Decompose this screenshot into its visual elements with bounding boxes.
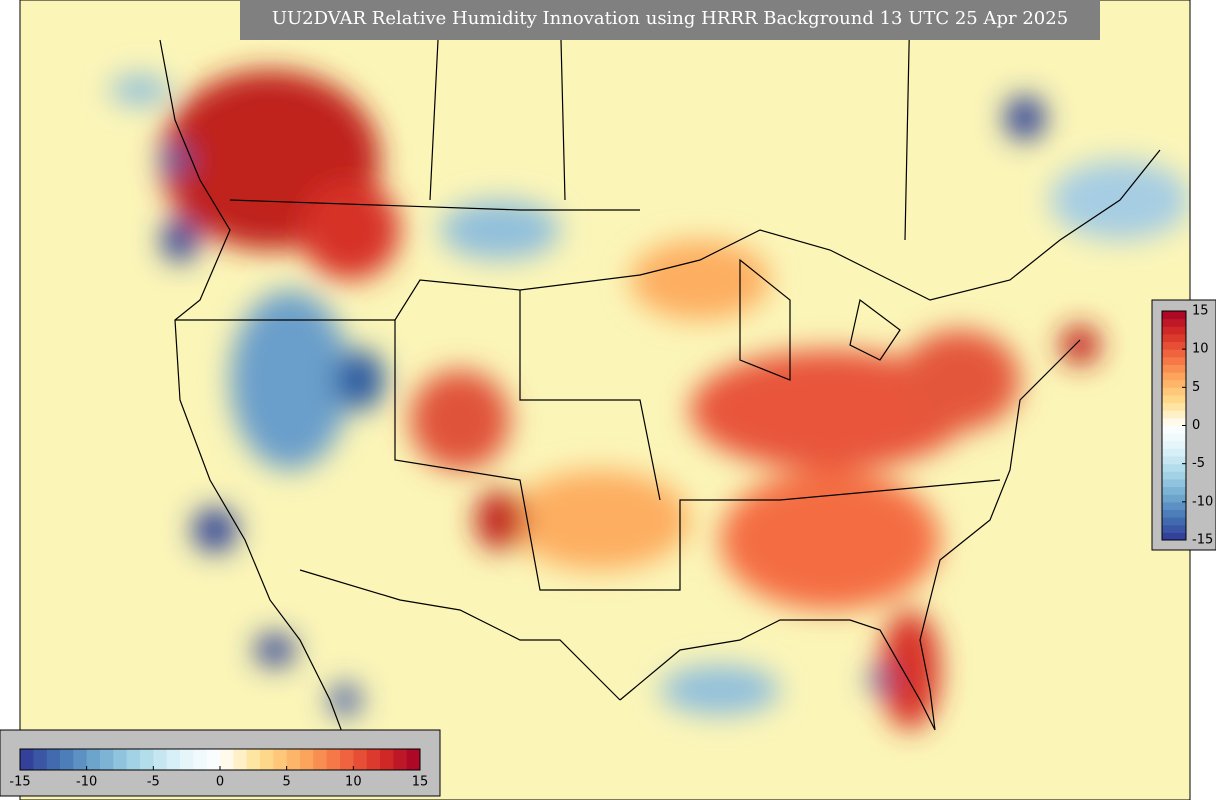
colorbar-segment [1162, 433, 1186, 442]
colorbar-segment [1162, 501, 1186, 510]
map [20, 0, 1190, 800]
colorbar-segment [46, 749, 61, 770]
colorbar-segment [1162, 532, 1186, 541]
tick-label: 10 [1192, 342, 1209, 357]
colorbar-segment [180, 749, 194, 770]
tick-label: 15 [412, 775, 429, 790]
tick-label: 10 [345, 775, 362, 790]
tick-label: 15 [1192, 304, 1209, 319]
colorbar-segment [1162, 311, 1186, 320]
colorbar-segment [366, 749, 381, 770]
colorbar-segment [1162, 379, 1186, 388]
colorbar-segment [246, 749, 261, 770]
boundaries [159, 0, 1161, 781]
colorbar-segment [60, 749, 74, 770]
colorbar-segment [73, 749, 88, 770]
colorbar-segment [1162, 471, 1186, 480]
title: UU2DVAR Relative Humidity Innovation usi… [272, 8, 1068, 29]
colorbar-segment [1162, 486, 1186, 495]
colorbar-segment [1162, 364, 1186, 373]
colorbar-segment [220, 749, 234, 770]
colorbar-segment [193, 749, 208, 770]
colorbar-segment [1162, 509, 1186, 518]
colorbar-segment [153, 749, 168, 770]
tick-label: -10 [76, 775, 97, 790]
colorbar-segment [273, 749, 288, 770]
colorbar-segment [86, 749, 101, 770]
colorbar-segment [286, 749, 301, 770]
tick-label: 5 [1192, 380, 1200, 395]
colorbar-segment [1162, 333, 1186, 343]
colorbar-segment [1162, 372, 1186, 381]
colorbar-segment [300, 749, 314, 770]
colorbar-segment [1162, 524, 1186, 533]
tick-label: -5 [147, 775, 160, 790]
colorbar-segment [20, 749, 34, 770]
field [110, 70, 1190, 730]
colorbar-segment [260, 749, 274, 770]
colorbar-segment [1162, 494, 1186, 503]
colorbar-segment [1162, 417, 1186, 426]
colorbar-segment [1162, 425, 1186, 434]
tick-label: -15 [9, 775, 30, 790]
colorbar-segment [393, 749, 408, 770]
colorbar-segment [126, 749, 141, 770]
colorbar-segment [140, 749, 154, 770]
colorbar-segment [1162, 318, 1186, 327]
tick-label: -15 [1192, 533, 1213, 548]
colorbar-segment [1162, 410, 1186, 419]
colorbar-segment [1162, 349, 1186, 358]
colorbar-segment [1162, 478, 1186, 488]
colorbar-segment [1162, 341, 1186, 350]
colorbar-segment [1162, 387, 1186, 396]
colorbar-segment [340, 749, 354, 770]
colorbar-segment [1162, 463, 1186, 472]
colorbar-segment [313, 749, 328, 770]
colorbar-segment [1162, 517, 1186, 526]
colorbar-segment [1162, 448, 1186, 457]
colorbar-segment [1162, 440, 1186, 449]
tick-label: -10 [1192, 494, 1213, 509]
colorbar-segment [206, 749, 221, 770]
colorbar-segment [100, 749, 114, 770]
tick-label: 0 [1192, 418, 1200, 433]
tick-label: 5 [283, 775, 291, 790]
colorbar-segment [1162, 394, 1186, 404]
colorbar-segment [33, 749, 48, 770]
tick-label: -5 [1192, 456, 1205, 471]
colorbar-segment [1162, 456, 1186, 465]
colorbar-segment [113, 749, 128, 770]
colorbar-segment [233, 749, 248, 770]
colorbar-segment [166, 749, 181, 770]
colorbar-segment [406, 749, 421, 770]
title-box [240, 0, 1100, 40]
tick-label: 0 [216, 775, 224, 790]
colorbar-segment [326, 749, 341, 770]
colorbar-segment [1162, 326, 1186, 335]
colorbar-segment [380, 749, 394, 770]
colorbar-segment [1162, 402, 1186, 411]
colorbar-segment [1162, 356, 1186, 365]
colorbar-segment [353, 749, 368, 770]
